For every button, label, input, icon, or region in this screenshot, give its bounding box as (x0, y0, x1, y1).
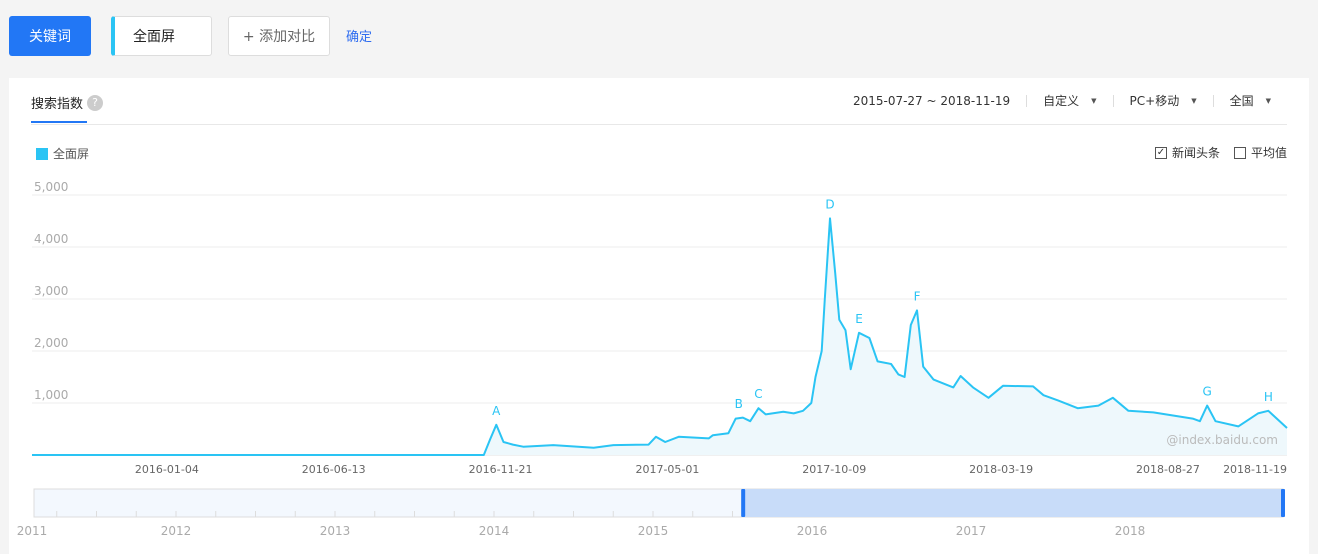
device-label: PC+移动 (1129, 94, 1180, 108)
keyword-button[interactable]: 关键词 (9, 16, 91, 56)
average-label: 平均值 (1250, 146, 1287, 160)
caret-down-icon: ▼ (1191, 97, 1197, 105)
legend-item[interactable]: 全面屏 (36, 145, 89, 162)
y-tick-label: 2,000 (34, 336, 68, 350)
custom-label: 自定义 (1043, 94, 1080, 108)
annotation-label: C (754, 387, 762, 401)
custom-dropdown[interactable]: 自定义 ▼ (1026, 95, 1112, 107)
navigator-year-label: 2018 (1115, 524, 1146, 538)
scrollbar[interactable] (1309, 438, 1318, 516)
confirm-link[interactable]: 确定 (346, 30, 373, 45)
x-tick-label: 2016-06-13 (302, 463, 366, 476)
annotation-label: F (914, 289, 921, 303)
navigator-year-label: 2012 (161, 524, 192, 538)
y-tick-label: 3,000 (34, 284, 68, 298)
x-tick-label: 2017-05-01 (635, 463, 699, 476)
filters: 2015-07-27 ~ 2018-11-19 自定义 ▼ PC+移动 ▼ 全国 ▼ (837, 95, 1287, 107)
y-tick-label: 4,000 (34, 232, 68, 246)
question-icon[interactable]: ? (87, 94, 104, 111)
news-label: 新闻头条 (1171, 146, 1220, 160)
navigator-year-label: 2011 (17, 524, 48, 538)
date-range-label: 2015-07-27 ~ 2018-11-19 (852, 94, 1011, 108)
navigator-left-handle[interactable] (741, 489, 746, 517)
navigator-year-label: 2016 (797, 524, 828, 538)
x-tick-label: 2018-08-27 (1136, 463, 1200, 476)
checkbox-icon (1233, 146, 1246, 159)
search-term-input[interactable]: 全面屏 (111, 16, 212, 56)
divider (31, 124, 1287, 125)
caret-down-icon: ▼ (1091, 97, 1097, 105)
navigator-right-handle[interactable] (1281, 489, 1285, 517)
series-line (32, 217, 1288, 456)
x-tick-label: 2016-11-21 (469, 463, 533, 476)
navigator-year-label: 2017 (956, 524, 987, 538)
annotation-label: B (735, 397, 743, 411)
navigator-selection (743, 489, 1283, 517)
x-tick-label: 2016-01-04 (135, 463, 199, 476)
chart-options: ✓ 新闻头条 平均值 (1154, 144, 1287, 161)
legend-label: 全面屏 (53, 147, 90, 161)
news-checkbox[interactable]: ✓ 新闻头条 (1154, 144, 1220, 161)
date-range[interactable]: 2015-07-27 ~ 2018-11-19 (837, 95, 1026, 107)
annotation-label: A (492, 404, 501, 418)
navigator-year-label: 2015 (638, 524, 669, 538)
checkbox-checked-icon: ✓ (1154, 146, 1167, 159)
annotation-label: H (1264, 390, 1273, 404)
add-compare-button[interactable]: + 添加对比 (228, 16, 330, 56)
region-label: 全国 (1229, 94, 1254, 108)
annotation-label: E (855, 312, 863, 326)
tab-label: 搜索指数 (31, 97, 84, 112)
navigator-year-label: 2013 (320, 524, 351, 538)
annotation-label: D (825, 197, 834, 211)
y-tick-label: 5,000 (34, 180, 68, 194)
caret-down-icon: ▼ (1265, 97, 1271, 105)
x-tick-label: 2018-11-19 (1223, 463, 1287, 476)
legend-swatch (36, 147, 48, 160)
x-tick-label: 2017-10-09 (802, 463, 866, 476)
chart-panel: 搜索指数? 2015-07-27 ~ 2018-11-19 自定义 ▼ PC+移动… (9, 78, 1309, 554)
x-tick-label: 2018-03-19 (969, 463, 1033, 476)
series-area (32, 218, 1287, 455)
y-tick-label: 1,000 (34, 388, 68, 402)
region-dropdown[interactable]: 全国 ▼ (1212, 94, 1287, 108)
tab-underline (31, 121, 87, 123)
annotation-label: G (1203, 385, 1212, 399)
navigator-year-label: 2014 (479, 524, 510, 538)
watermark: @index.baidu.com (1166, 433, 1278, 447)
device-dropdown[interactable]: PC+移动 ▼ (1112, 94, 1213, 108)
tab-search-index[interactable]: 搜索指数? (31, 93, 104, 112)
average-checkbox[interactable]: 平均值 (1233, 144, 1287, 161)
